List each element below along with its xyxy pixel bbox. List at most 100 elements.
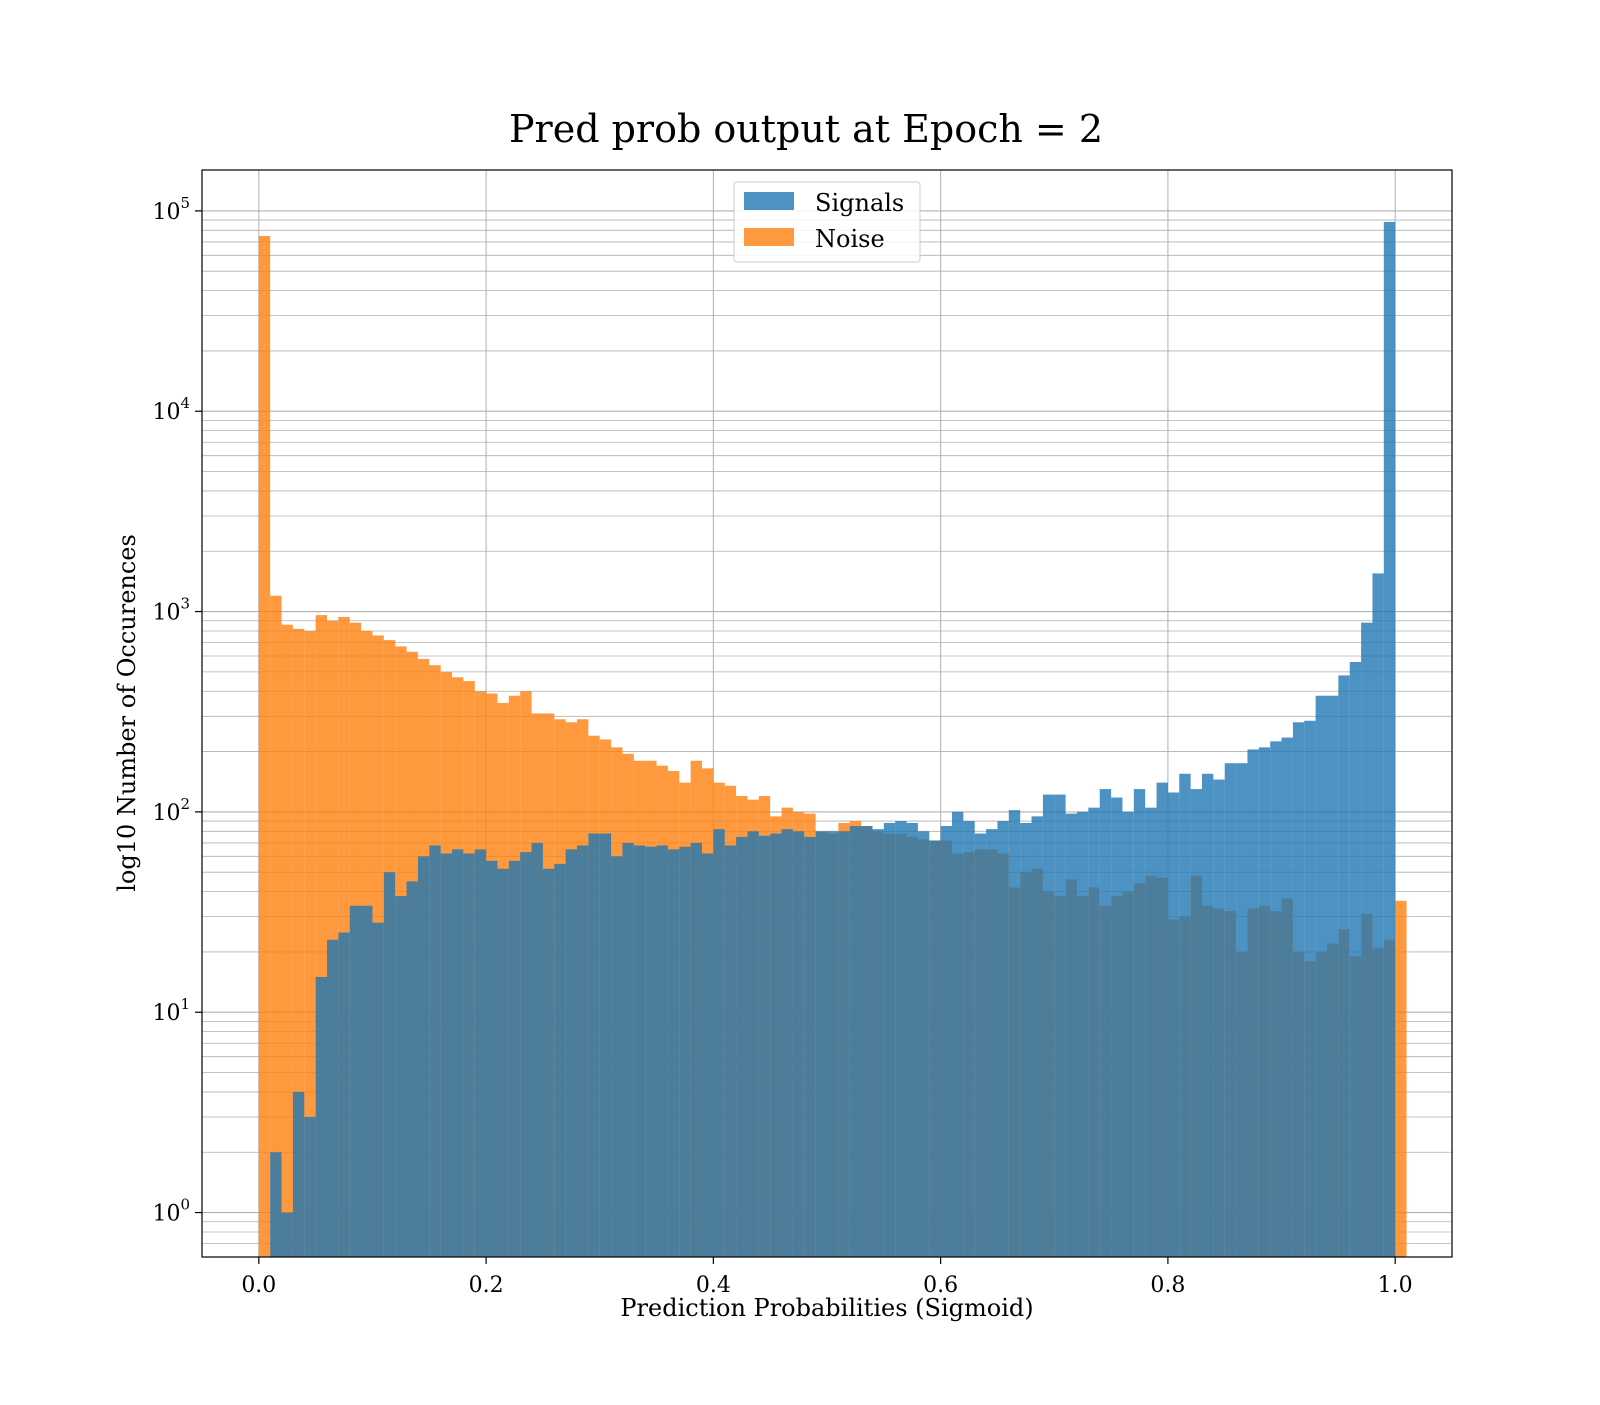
signals-bar — [986, 829, 998, 1257]
signals-bar — [452, 849, 464, 1257]
y-tick-label: 103 — [152, 595, 190, 626]
x-tick-label: 0.0 — [241, 1273, 276, 1298]
legend-swatch-noise — [744, 228, 794, 246]
signals-bar — [781, 829, 793, 1257]
signals-bar — [1065, 813, 1077, 1257]
chart-title: Pred prob output at Epoch = 2 — [509, 107, 1103, 151]
signals-bar — [1088, 807, 1100, 1257]
signals-bar — [883, 823, 896, 1257]
signals-bar — [1167, 792, 1180, 1257]
signals-bar — [1372, 573, 1384, 1257]
signals-bar — [1292, 722, 1305, 1257]
signals-bar — [1270, 741, 1282, 1257]
noise-bar — [292, 628, 305, 1257]
signals-bar — [1020, 823, 1032, 1257]
signals-bar — [486, 860, 498, 1257]
signals-bar — [804, 836, 816, 1257]
legend-label-noise: Noise — [815, 225, 885, 253]
signals-bar — [656, 845, 668, 1257]
signals-bar — [429, 845, 441, 1257]
signals-bar — [520, 852, 532, 1257]
signals-bar — [1054, 794, 1066, 1257]
y-tick-label: 101 — [152, 995, 190, 1026]
signals-bar — [599, 833, 612, 1257]
signals-bar — [304, 1116, 316, 1257]
signals-bar — [1361, 622, 1373, 1257]
signals-bar — [349, 905, 362, 1257]
signals-bar — [702, 853, 714, 1257]
x-axis-ticks: 0.0 0.2 0.4 0.6 0.8 1.0 — [241, 1257, 1413, 1298]
noise-bar — [327, 620, 339, 1257]
signals-bar — [497, 868, 509, 1257]
signals-bar — [361, 905, 373, 1257]
signals-bar — [645, 846, 657, 1257]
signals-bar — [474, 849, 487, 1257]
signals-bar — [1213, 779, 1225, 1257]
signals-bar — [633, 845, 646, 1257]
signals-series — [270, 222, 1396, 1257]
y-tick-label: 105 — [152, 194, 190, 225]
signals-bar — [440, 853, 452, 1257]
signals-bar — [747, 831, 759, 1257]
signals-bar — [531, 842, 543, 1257]
y-tick-label: 104 — [152, 394, 190, 425]
signals-bar — [1179, 773, 1191, 1257]
signals-bar — [542, 868, 555, 1257]
signals-bar — [736, 836, 748, 1257]
signals-bar — [861, 826, 873, 1257]
signals-bar — [1190, 789, 1202, 1257]
signals-bar — [1304, 720, 1316, 1257]
signals-bar — [327, 939, 339, 1257]
signals-bar — [895, 821, 907, 1257]
signals-bar — [940, 826, 952, 1257]
y-axis-label: log10 Number of Occurences — [113, 534, 141, 892]
signals-bar — [1077, 811, 1089, 1257]
signals-bar — [1042, 794, 1055, 1257]
signals-bar — [997, 821, 1009, 1257]
signals-bar — [917, 831, 930, 1257]
signals-bar — [383, 872, 396, 1257]
signals-bar — [1099, 789, 1112, 1257]
signals-bar — [1224, 763, 1237, 1257]
noise-bar — [315, 615, 327, 1257]
signals-bar — [622, 842, 634, 1257]
signals-bar — [827, 831, 839, 1257]
signals-bar — [395, 896, 407, 1257]
signals-bar — [1145, 807, 1157, 1257]
noise-bar — [1395, 900, 1407, 1257]
signals-bar — [679, 846, 691, 1257]
signals-bar — [270, 1152, 282, 1257]
noise-bar — [270, 595, 282, 1257]
signals-bar — [1133, 789, 1146, 1257]
signals-bar — [1202, 773, 1214, 1257]
signals-bar — [417, 856, 430, 1257]
signals-bar — [770, 833, 782, 1257]
signals-bar — [1111, 797, 1123, 1257]
y-tick-label: 100 — [152, 1196, 190, 1227]
x-tick-label: 0.4 — [696, 1273, 731, 1298]
signals-bar — [554, 863, 566, 1257]
signals-bar — [758, 835, 771, 1257]
signals-bar — [1236, 763, 1248, 1257]
signals-bar — [1122, 811, 1134, 1257]
signals-bar — [577, 845, 589, 1257]
signals-bar — [315, 976, 327, 1257]
signals-bar — [292, 1091, 305, 1257]
x-tick-label: 0.6 — [923, 1273, 958, 1298]
signals-bar — [406, 881, 418, 1257]
legend-label-signals: Signals — [815, 189, 904, 217]
noise-bar — [304, 630, 316, 1257]
signals-bar — [838, 831, 850, 1257]
signals-bar — [1349, 662, 1362, 1257]
signals-bar — [792, 831, 805, 1257]
noise-bar — [281, 624, 293, 1257]
signals-bar — [815, 831, 827, 1257]
x-axis-label: Prediction Probabilities (Sigmoid) — [620, 1294, 1033, 1322]
signals-bar — [690, 842, 702, 1257]
signals-bar — [588, 833, 600, 1257]
y-axis-ticks: 100 101 102 103 104 105 — [152, 194, 202, 1227]
signals-bar — [1383, 222, 1396, 1257]
x-tick-label: 1.0 — [1378, 1273, 1413, 1298]
